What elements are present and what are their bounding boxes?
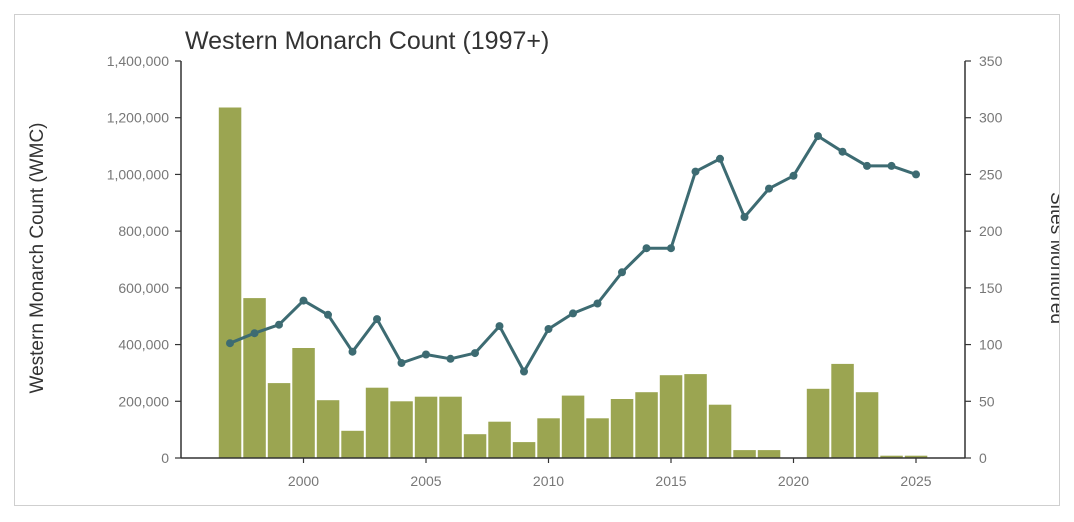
bar-2017 <box>708 404 732 458</box>
x-tick-label: 2020 <box>778 473 809 489</box>
bar-1997 <box>218 107 242 458</box>
x-tick-label: 2005 <box>410 473 441 489</box>
bar-2018 <box>733 450 756 458</box>
wmc-point-2023 <box>863 161 871 170</box>
y-left-tick-label: 600,000 <box>118 280 169 296</box>
bar-2022 <box>831 363 854 458</box>
bar-2013 <box>610 399 634 458</box>
wmc-point-2004 <box>397 359 406 367</box>
y-right-tick-label: 0 <box>979 450 987 466</box>
bar-2009 <box>512 442 536 458</box>
wmc-point-2020 <box>789 171 798 180</box>
bar-2000 <box>292 348 315 458</box>
y-right-tick-label: 100 <box>979 337 1003 353</box>
x-tick-label: 2015 <box>655 473 686 489</box>
bar-2019 <box>757 450 781 458</box>
bar-2021 <box>806 388 830 458</box>
bar-2004 <box>390 401 413 458</box>
wmc-point-2009 <box>520 367 528 376</box>
y-right-tick-label: 350 <box>979 53 1003 69</box>
bar-2014 <box>635 392 658 458</box>
y-left-tick-label: 800,000 <box>118 223 169 239</box>
bar-2016 <box>684 374 707 458</box>
x-tick-label: 2000 <box>288 473 319 489</box>
bar-2010 <box>537 418 560 458</box>
y-left-tick-label: 1,000,000 <box>107 166 169 182</box>
wmc-point-2014 <box>642 244 651 253</box>
bar-2003 <box>365 387 389 458</box>
wmc-point-2022 <box>838 147 847 156</box>
y-left-tick-label: 1,400,000 <box>107 53 169 69</box>
wmc-line <box>229 134 917 373</box>
wmc-point-2012 <box>593 299 602 308</box>
wmc-point-2018 <box>740 213 749 221</box>
wmc-point-2007 <box>471 349 479 358</box>
chart-frame: Western Monarch Count (1997+) Western Mo… <box>14 14 1060 506</box>
bar-2011 <box>561 395 585 458</box>
wmc-point-2006 <box>446 354 455 363</box>
bar-2024 <box>880 455 903 458</box>
wmc-point-2000 <box>299 296 308 305</box>
y-right-tick-label: 200 <box>979 223 1003 239</box>
wmc-point-2021 <box>814 132 822 141</box>
bar-2008 <box>488 421 511 458</box>
y-axis-left-title: Western Monarch Count (WMC) <box>27 123 48 394</box>
wmc-point-2017 <box>716 154 724 163</box>
y-axis-right-title: Sites Monitored <box>1046 192 1059 324</box>
wmc-point-2005 <box>422 350 430 359</box>
y-left-tick-label: 0 <box>161 450 169 466</box>
wmc-point-2011 <box>569 309 577 318</box>
wmc-point-1997 <box>226 339 234 348</box>
x-tick-label: 2025 <box>900 473 931 489</box>
bar-1998 <box>243 298 266 458</box>
wmc-point-2001 <box>324 310 332 319</box>
bar-2015 <box>659 375 683 458</box>
y-right-tick-label: 150 <box>979 280 1003 296</box>
y-right-tick-label: 250 <box>979 166 1003 182</box>
bar-2002 <box>341 430 364 458</box>
wmc-point-2008 <box>495 322 504 331</box>
bar-2025 <box>904 455 928 458</box>
wmc-point-2024 <box>887 161 896 170</box>
wmc-point-2002 <box>348 347 357 356</box>
y-left-tick-label: 400,000 <box>118 337 169 353</box>
y-left-tick-label: 1,200,000 <box>107 110 169 126</box>
chart-svg: Western Monarch Count (1997+) Western Mo… <box>27 27 1059 489</box>
bar-2005 <box>414 396 438 458</box>
wmc-point-2025 <box>912 170 920 179</box>
bar-2023 <box>855 392 879 458</box>
y-left-tick-label: 200,000 <box>118 393 169 409</box>
bar-2012 <box>586 418 609 458</box>
wmc-point-1998 <box>250 329 259 338</box>
y-right-tick-label: 50 <box>979 393 995 409</box>
bar-2001 <box>316 400 340 458</box>
wmc-point-2003 <box>373 315 381 324</box>
chart-title: Western Monarch Count (1997+) <box>185 27 549 55</box>
line-series <box>226 132 920 376</box>
bar-2007 <box>463 434 487 458</box>
axes: 0 200,000 400,000 600,000 800,000 1,000,000 1,… <box>107 53 1003 489</box>
bar-series <box>218 107 928 458</box>
x-tick-label: 2010 <box>533 473 564 489</box>
wmc-point-2016 <box>691 167 700 176</box>
wmc-point-2019 <box>765 184 773 193</box>
bar-1999 <box>267 383 291 458</box>
wmc-point-2015 <box>667 244 675 253</box>
bar-2006 <box>439 396 462 458</box>
y-right-tick-label: 300 <box>979 110 1003 126</box>
wmc-point-2010 <box>544 325 553 333</box>
wmc-point-1999 <box>275 320 283 329</box>
wmc-point-2013 <box>618 268 626 277</box>
